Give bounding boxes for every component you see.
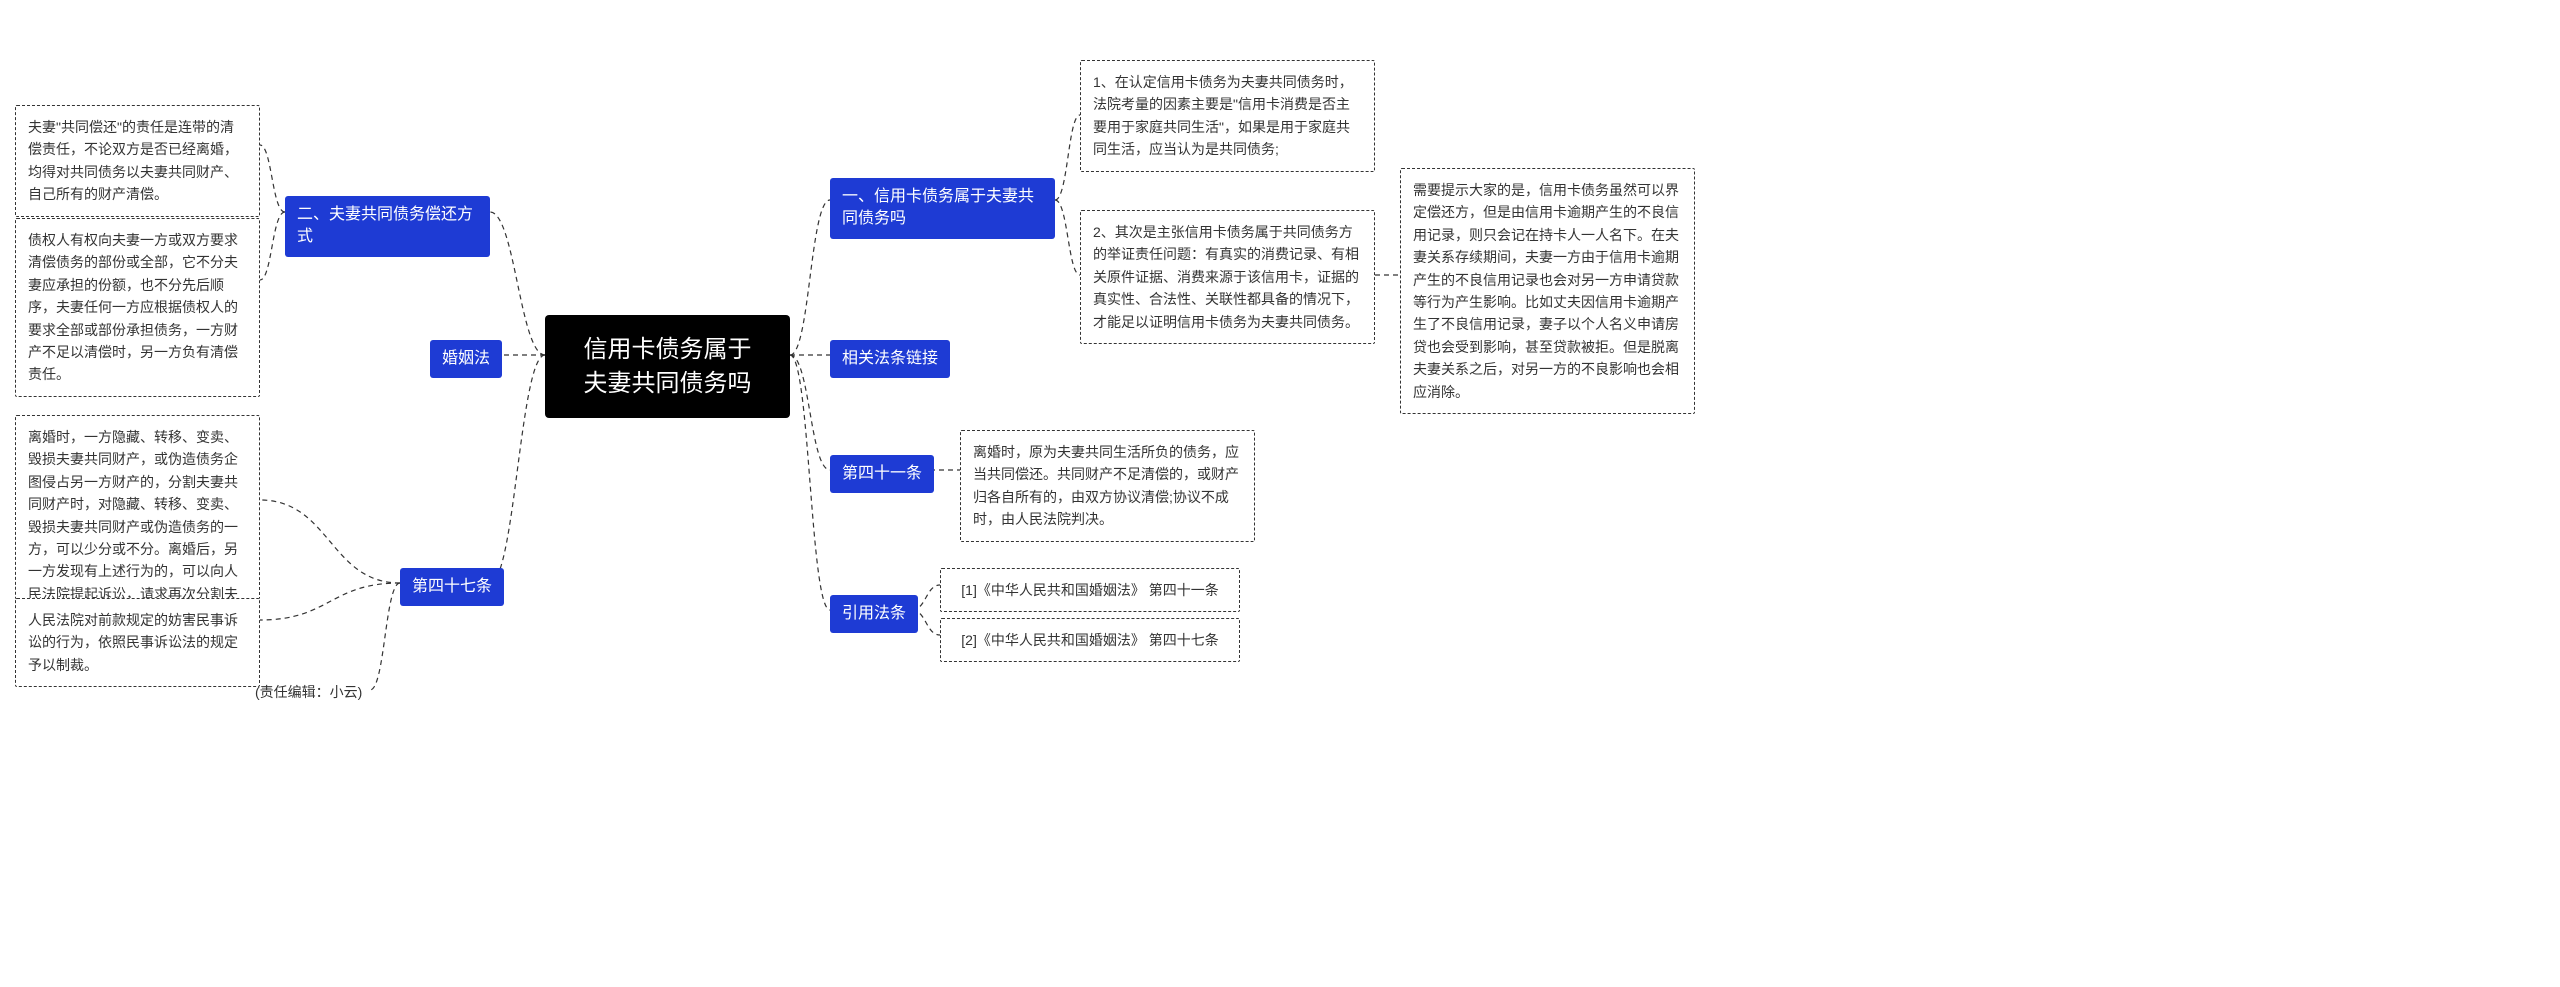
leaf-text: 需要提示大家的是，信用卡债务虽然可以界定偿还方，但是由信用卡逾期产生的不良信用记… xyxy=(1413,179,1682,403)
leaf-article47-2: 人民法院对前款规定的妨害民事诉讼的行为，依照民事诉讼法的规定予以制裁。 xyxy=(15,598,260,687)
leaf-question-2: 2、其次是主张信用卡债务属于共同债务方的举证责任问题：有真实的消费记录、有相关原… xyxy=(1080,210,1375,344)
leaf-text: [2]《中华人民共和国婚姻法》 第四十七条 xyxy=(961,629,1218,651)
branch-right-related-law[interactable]: 相关法条链接 xyxy=(830,340,950,378)
leaf-text: 离婚时，原为夫妻共同生活所负的债务，应当共同偿还。共同财产不足清偿的，或财产归各… xyxy=(973,441,1242,531)
branch-right-question[interactable]: 一、信用卡债务属于夫妻共同债务吗 xyxy=(830,178,1055,239)
branch-left-marriage-law[interactable]: 婚姻法 xyxy=(430,340,502,378)
root-node[interactable]: 信用卡债务属于夫妻共同债务吗 xyxy=(545,315,790,418)
branch-label: 二、夫妻共同债务偿还方式 xyxy=(297,204,478,249)
leaf-text: [1]《中华人民共和国婚姻法》 第四十一条 xyxy=(961,579,1218,601)
leaf-text: 1、在认定信用卡债务为夫妻共同债务时，法院考量的因素主要是"信用卡消费是否主要用… xyxy=(1093,71,1362,161)
leaf-text: 2、其次是主张信用卡债务属于共同债务方的举证责任问题：有真实的消费记录、有相关原… xyxy=(1093,221,1362,333)
editor-note: (责任编辑：小云) xyxy=(255,682,362,702)
branch-left-article47[interactable]: 第四十七条 xyxy=(400,568,504,606)
leaf-repayment-1: 夫妻"共同偿还"的责任是连带的清偿责任，不论双方是否已经离婚，均得对共同债务以夫… xyxy=(15,105,260,217)
leaf-text: 债权人有权向夫妻一方或双方要求清偿债务的部份或全部，它不分夫妻应承担的份额，也不… xyxy=(28,229,247,386)
leaf-citation-2: [2]《中华人民共和国婚姻法》 第四十七条 xyxy=(940,618,1240,662)
editor-text: (责任编辑：小云) xyxy=(255,682,362,702)
leaf-text: 人民法院对前款规定的妨害民事诉讼的行为，依照民事诉讼法的规定予以制裁。 xyxy=(28,609,247,676)
branch-label: 相关法条链接 xyxy=(842,348,938,370)
branch-label: 第四十七条 xyxy=(412,576,492,598)
leaf-article41-1: 离婚时，原为夫妻共同生活所负的债务，应当共同偿还。共同财产不足清偿的，或财产归各… xyxy=(960,430,1255,542)
branch-label: 引用法条 xyxy=(842,603,906,625)
branch-label: 第四十一条 xyxy=(842,463,922,485)
branch-left-repayment[interactable]: 二、夫妻共同债务偿还方式 xyxy=(285,196,490,257)
leaf-text: 夫妻"共同偿还"的责任是连带的清偿责任，不论双方是否已经离婚，均得对共同债务以夫… xyxy=(28,116,247,206)
leaf-question-1: 1、在认定信用卡债务为夫妻共同债务时，法院考量的因素主要是"信用卡消费是否主要用… xyxy=(1080,60,1375,172)
root-label: 信用卡债务属于夫妻共同债务吗 xyxy=(573,333,762,400)
branch-label: 婚姻法 xyxy=(442,348,490,370)
branch-label: 一、信用卡债务属于夫妻共同债务吗 xyxy=(842,186,1043,231)
branch-right-citations[interactable]: 引用法条 xyxy=(830,595,918,633)
leaf-question-3: 需要提示大家的是，信用卡债务虽然可以界定偿还方，但是由信用卡逾期产生的不良信用记… xyxy=(1400,168,1695,414)
leaf-citation-1: [1]《中华人民共和国婚姻法》 第四十一条 xyxy=(940,568,1240,612)
branch-right-article41[interactable]: 第四十一条 xyxy=(830,455,934,493)
leaf-repayment-2: 债权人有权向夫妻一方或双方要求清偿债务的部份或全部，它不分夫妻应承担的份额，也不… xyxy=(15,218,260,397)
